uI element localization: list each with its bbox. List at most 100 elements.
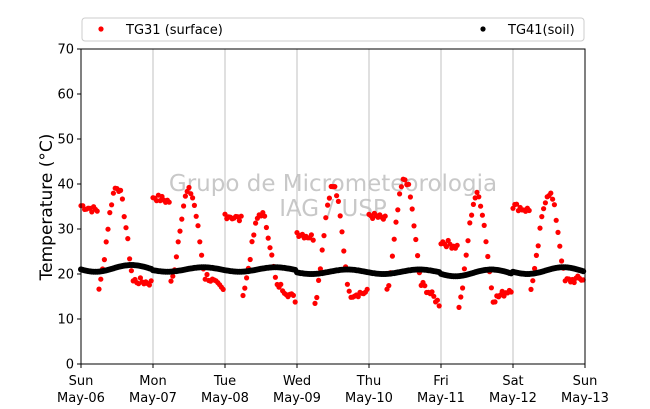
surface-temperature-point [119, 196, 125, 202]
y-tick-label: 0 [66, 358, 74, 373]
surface-temperature-point [548, 190, 554, 196]
surface-temperature-point [407, 194, 413, 200]
surface-temperature-point [332, 184, 338, 190]
legend-label-surface: TG31 (surface) [125, 23, 223, 38]
surface-temperature-point [173, 254, 179, 260]
surface-temperature-point [335, 198, 341, 204]
surface-temperature-point [127, 256, 133, 262]
surface-temperature-point [528, 286, 534, 292]
surface-temperature-point [456, 304, 462, 310]
surface-temperature-point [526, 207, 532, 214]
surface-temperature-point [341, 248, 347, 254]
surface-temperature-point [483, 239, 489, 245]
surface-temperature-point [393, 219, 399, 225]
surface-temperature-point [539, 214, 545, 220]
surface-temperature-point [321, 233, 327, 239]
surface-temperature-point [532, 265, 538, 272]
surface-temperature-point [398, 184, 404, 190]
surface-temperature-point [182, 193, 188, 199]
surface-temperature-point [272, 274, 278, 280]
surface-temperature-point [514, 201, 520, 207]
surface-temperature-point [415, 253, 421, 259]
y-axis: 0 10 20 30 40 50 60 70 [57, 43, 81, 373]
surface-temperature-point [170, 273, 176, 279]
legend-marker-surface [98, 26, 104, 32]
surface-temperature-point [463, 252, 469, 258]
legend-frame [81, 17, 585, 42]
surface-temperature-point [314, 294, 320, 301]
surface-temperature-point [190, 195, 196, 201]
surface-temperature-point [551, 202, 558, 208]
surface-temperature-point [263, 224, 269, 231]
surface-temperature-point [181, 203, 187, 209]
surface-temperature-point [121, 214, 127, 220]
surface-temperature-point [541, 206, 547, 212]
x-tick-label-date: May-10 [345, 391, 393, 406]
surface-temperature-point [535, 243, 541, 249]
surface-temperature-point [177, 228, 183, 234]
surface-temperature-point [454, 242, 460, 248]
surface-temperature-point [310, 237, 316, 243]
surface-temperature-point [278, 281, 284, 287]
surface-temperature-point [557, 243, 563, 249]
legend: TG31 (surface) TG41(soil) [81, 17, 585, 42]
x-tick-label-day: Mon [139, 374, 166, 389]
surface-temperature-point [325, 202, 331, 208]
surface-temperature-point [166, 199, 172, 205]
surface-temperature-point [429, 289, 435, 295]
surface-temperature-point [431, 293, 437, 299]
surface-temperature-point [267, 245, 273, 251]
surface-temperature-point [123, 225, 129, 231]
surface-temperature-point [326, 195, 332, 201]
surface-temperature-point [476, 194, 482, 200]
surface-temperature-point [118, 187, 124, 193]
surface-temperature-point [474, 189, 480, 195]
surface-temperature-point [94, 208, 100, 214]
surface-temperature-point [391, 236, 397, 242]
surface-temperature-point [195, 223, 201, 229]
surface-temperature-point [125, 236, 131, 242]
surface-temperature-point [323, 215, 329, 221]
surface-temperature-point [555, 229, 561, 235]
surface-temperature-point [110, 190, 116, 196]
legend-marker-soil [480, 26, 486, 32]
surface-temperature-point [105, 226, 111, 232]
surface-temperature-point [485, 253, 491, 260]
surface-temperature-point [312, 300, 318, 306]
surface-temperature-point [103, 239, 109, 245]
x-tick-label-date: May-06 [57, 391, 105, 406]
plot-frame [80, 48, 586, 365]
surface-temperature-point [344, 281, 350, 287]
surface-temperature-point [168, 278, 174, 284]
surface-temperature-point [146, 282, 152, 288]
surface-temperature-point [262, 213, 268, 219]
y-tick-label: 40 [57, 178, 74, 193]
surface-temperature-point [553, 217, 559, 223]
surface-temperature-point [395, 207, 401, 213]
y-tick-label: 30 [57, 223, 74, 238]
x-tick-label-date: May-12 [489, 391, 537, 406]
surface-temperature-point [238, 213, 244, 219]
x-tick-label-day: Wed [283, 374, 311, 389]
surface-temperature-point [488, 285, 494, 291]
surface-temperature-point [319, 247, 325, 253]
y-tick-label: 60 [57, 88, 74, 103]
surface-temperature-point [571, 279, 577, 286]
x-tick-label-date: May-07 [129, 391, 177, 406]
legend-label-soil: TG41(soil) [507, 23, 575, 38]
surface-temperature-point [253, 220, 259, 226]
surface-temperature-point [148, 278, 154, 284]
surface-temperature-point [137, 275, 143, 281]
surface-temperature-point [251, 232, 257, 238]
x-tick-label-date: May-09 [273, 391, 321, 406]
surface-temperature-point [308, 232, 314, 238]
surface-temperature-point [249, 239, 255, 245]
x-tick-label-date: May-13 [561, 391, 609, 406]
series-soil [78, 262, 587, 280]
surface-temperature-point [240, 292, 246, 299]
y-tick-label: 20 [57, 268, 74, 283]
surface-temperature-point [107, 210, 113, 216]
surface-temperature-point [247, 256, 253, 263]
surface-temperature-point [197, 239, 203, 245]
